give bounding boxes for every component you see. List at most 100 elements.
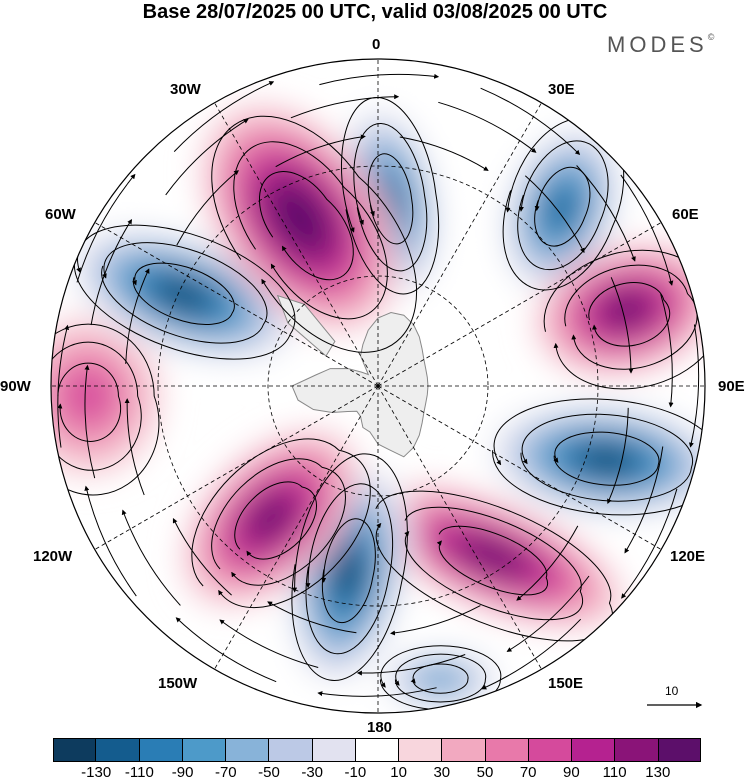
streamline xyxy=(688,324,700,448)
colorbar xyxy=(53,738,701,762)
streamline xyxy=(219,619,319,668)
streamline xyxy=(576,165,636,262)
longitude-label: 150W xyxy=(158,675,198,692)
registered-mark: © xyxy=(707,32,715,42)
streamline xyxy=(57,362,122,442)
streamline-group xyxy=(191,438,371,609)
longitude-label: 60E xyxy=(672,206,699,223)
meridian-line xyxy=(377,385,542,670)
colorbar-tick-label: 130 xyxy=(645,764,671,781)
streamline xyxy=(84,364,96,479)
streamlines xyxy=(51,73,705,710)
streamline xyxy=(356,654,466,676)
longitude-label: 120E xyxy=(670,548,706,565)
streamline xyxy=(172,518,232,596)
streamline xyxy=(267,601,357,634)
colorbar-swatch xyxy=(528,738,573,762)
streamline xyxy=(57,324,70,448)
streamline xyxy=(660,293,674,408)
colorbar-swatch xyxy=(53,738,97,762)
map-title: Base 28/07/2025 00 UTC, valid 03/08/2025… xyxy=(142,1,608,23)
streamline xyxy=(399,136,489,171)
colorbar-swatch xyxy=(139,738,183,762)
streamline xyxy=(620,174,674,286)
streamline xyxy=(90,218,133,326)
streamline xyxy=(379,645,502,710)
streamline xyxy=(73,224,296,360)
streamline xyxy=(132,262,235,325)
reference-vector-label: 10 xyxy=(665,684,679,698)
meridian-line xyxy=(214,102,379,387)
latitude-circle xyxy=(267,275,489,497)
streamline xyxy=(492,398,705,516)
streamline xyxy=(367,153,414,245)
meridian-line xyxy=(377,222,662,387)
streamline xyxy=(520,413,694,502)
streamline xyxy=(165,118,249,196)
streamline xyxy=(436,525,549,596)
colorbar-swatch xyxy=(182,738,227,762)
meridian-line xyxy=(377,102,542,387)
streamline xyxy=(173,81,275,152)
colorbar-tick-label: 50 xyxy=(476,764,494,781)
streamline xyxy=(101,242,268,344)
streamline-group xyxy=(379,645,502,710)
longitude-label: 60W xyxy=(45,206,76,223)
streamline xyxy=(84,485,137,597)
polar-map xyxy=(50,58,706,714)
streamline xyxy=(438,101,537,153)
anomaly-shading xyxy=(51,97,705,713)
meridian-line xyxy=(214,385,379,670)
longitude-label: 150E xyxy=(548,675,584,692)
colorbar-swatch xyxy=(312,738,356,762)
streamline xyxy=(341,96,440,295)
streamline xyxy=(321,518,376,624)
colorbar-swatch xyxy=(615,738,659,762)
streamline xyxy=(305,483,394,655)
streamline xyxy=(517,140,609,271)
colorbar-tick-label: -90 xyxy=(171,764,194,781)
streamline xyxy=(624,446,664,554)
streamline xyxy=(317,687,437,697)
brand-text: MODES xyxy=(607,32,708,57)
longitude-label: 90W xyxy=(0,378,31,395)
colorbar-tick-label: 90 xyxy=(563,764,580,781)
colorbar-swatch xyxy=(399,738,443,762)
colorbar-ticks: -130 -110 -90 -70 -50 -30 -10 10 30 50 70 90 110 130 xyxy=(53,764,701,783)
brand-logo: MODES© xyxy=(607,32,714,58)
colorbar-tick-label: -110 xyxy=(124,764,154,781)
streamline xyxy=(211,458,346,586)
streamline xyxy=(480,87,581,156)
streamline xyxy=(564,264,698,370)
antarctica-landmass xyxy=(276,294,429,458)
colorbar-swatch xyxy=(442,738,486,762)
streamline xyxy=(121,509,181,606)
streamline xyxy=(524,175,585,254)
meridian-line xyxy=(94,222,379,387)
longitude-label: 30W xyxy=(170,81,201,98)
streamline-group xyxy=(543,249,705,390)
anomaly-lobe xyxy=(372,645,508,713)
streamline xyxy=(553,431,660,486)
anomaly-lobe xyxy=(200,103,399,334)
colorbar-tick-label: 10 xyxy=(390,764,407,781)
graticule xyxy=(51,59,705,713)
streamline xyxy=(404,506,584,621)
streamline xyxy=(410,663,469,694)
streamline xyxy=(175,617,277,683)
colorbar-tick-label: -70 xyxy=(214,764,237,781)
streamline-group xyxy=(502,117,625,291)
longitude-label: 180 xyxy=(367,719,393,736)
colorbar-swatch xyxy=(269,738,313,762)
streamline xyxy=(610,277,634,374)
streamline xyxy=(534,166,591,247)
reference-vector-arrow xyxy=(647,701,703,709)
streamline xyxy=(234,481,317,560)
streamline xyxy=(124,398,145,496)
longitude-label: 120W xyxy=(33,548,73,565)
colorbar-swatch xyxy=(485,738,529,762)
colorbar-tick-label: 110 xyxy=(602,764,627,781)
colorbar-swatch xyxy=(572,738,616,762)
streamline xyxy=(211,115,418,353)
streamline xyxy=(390,605,481,636)
